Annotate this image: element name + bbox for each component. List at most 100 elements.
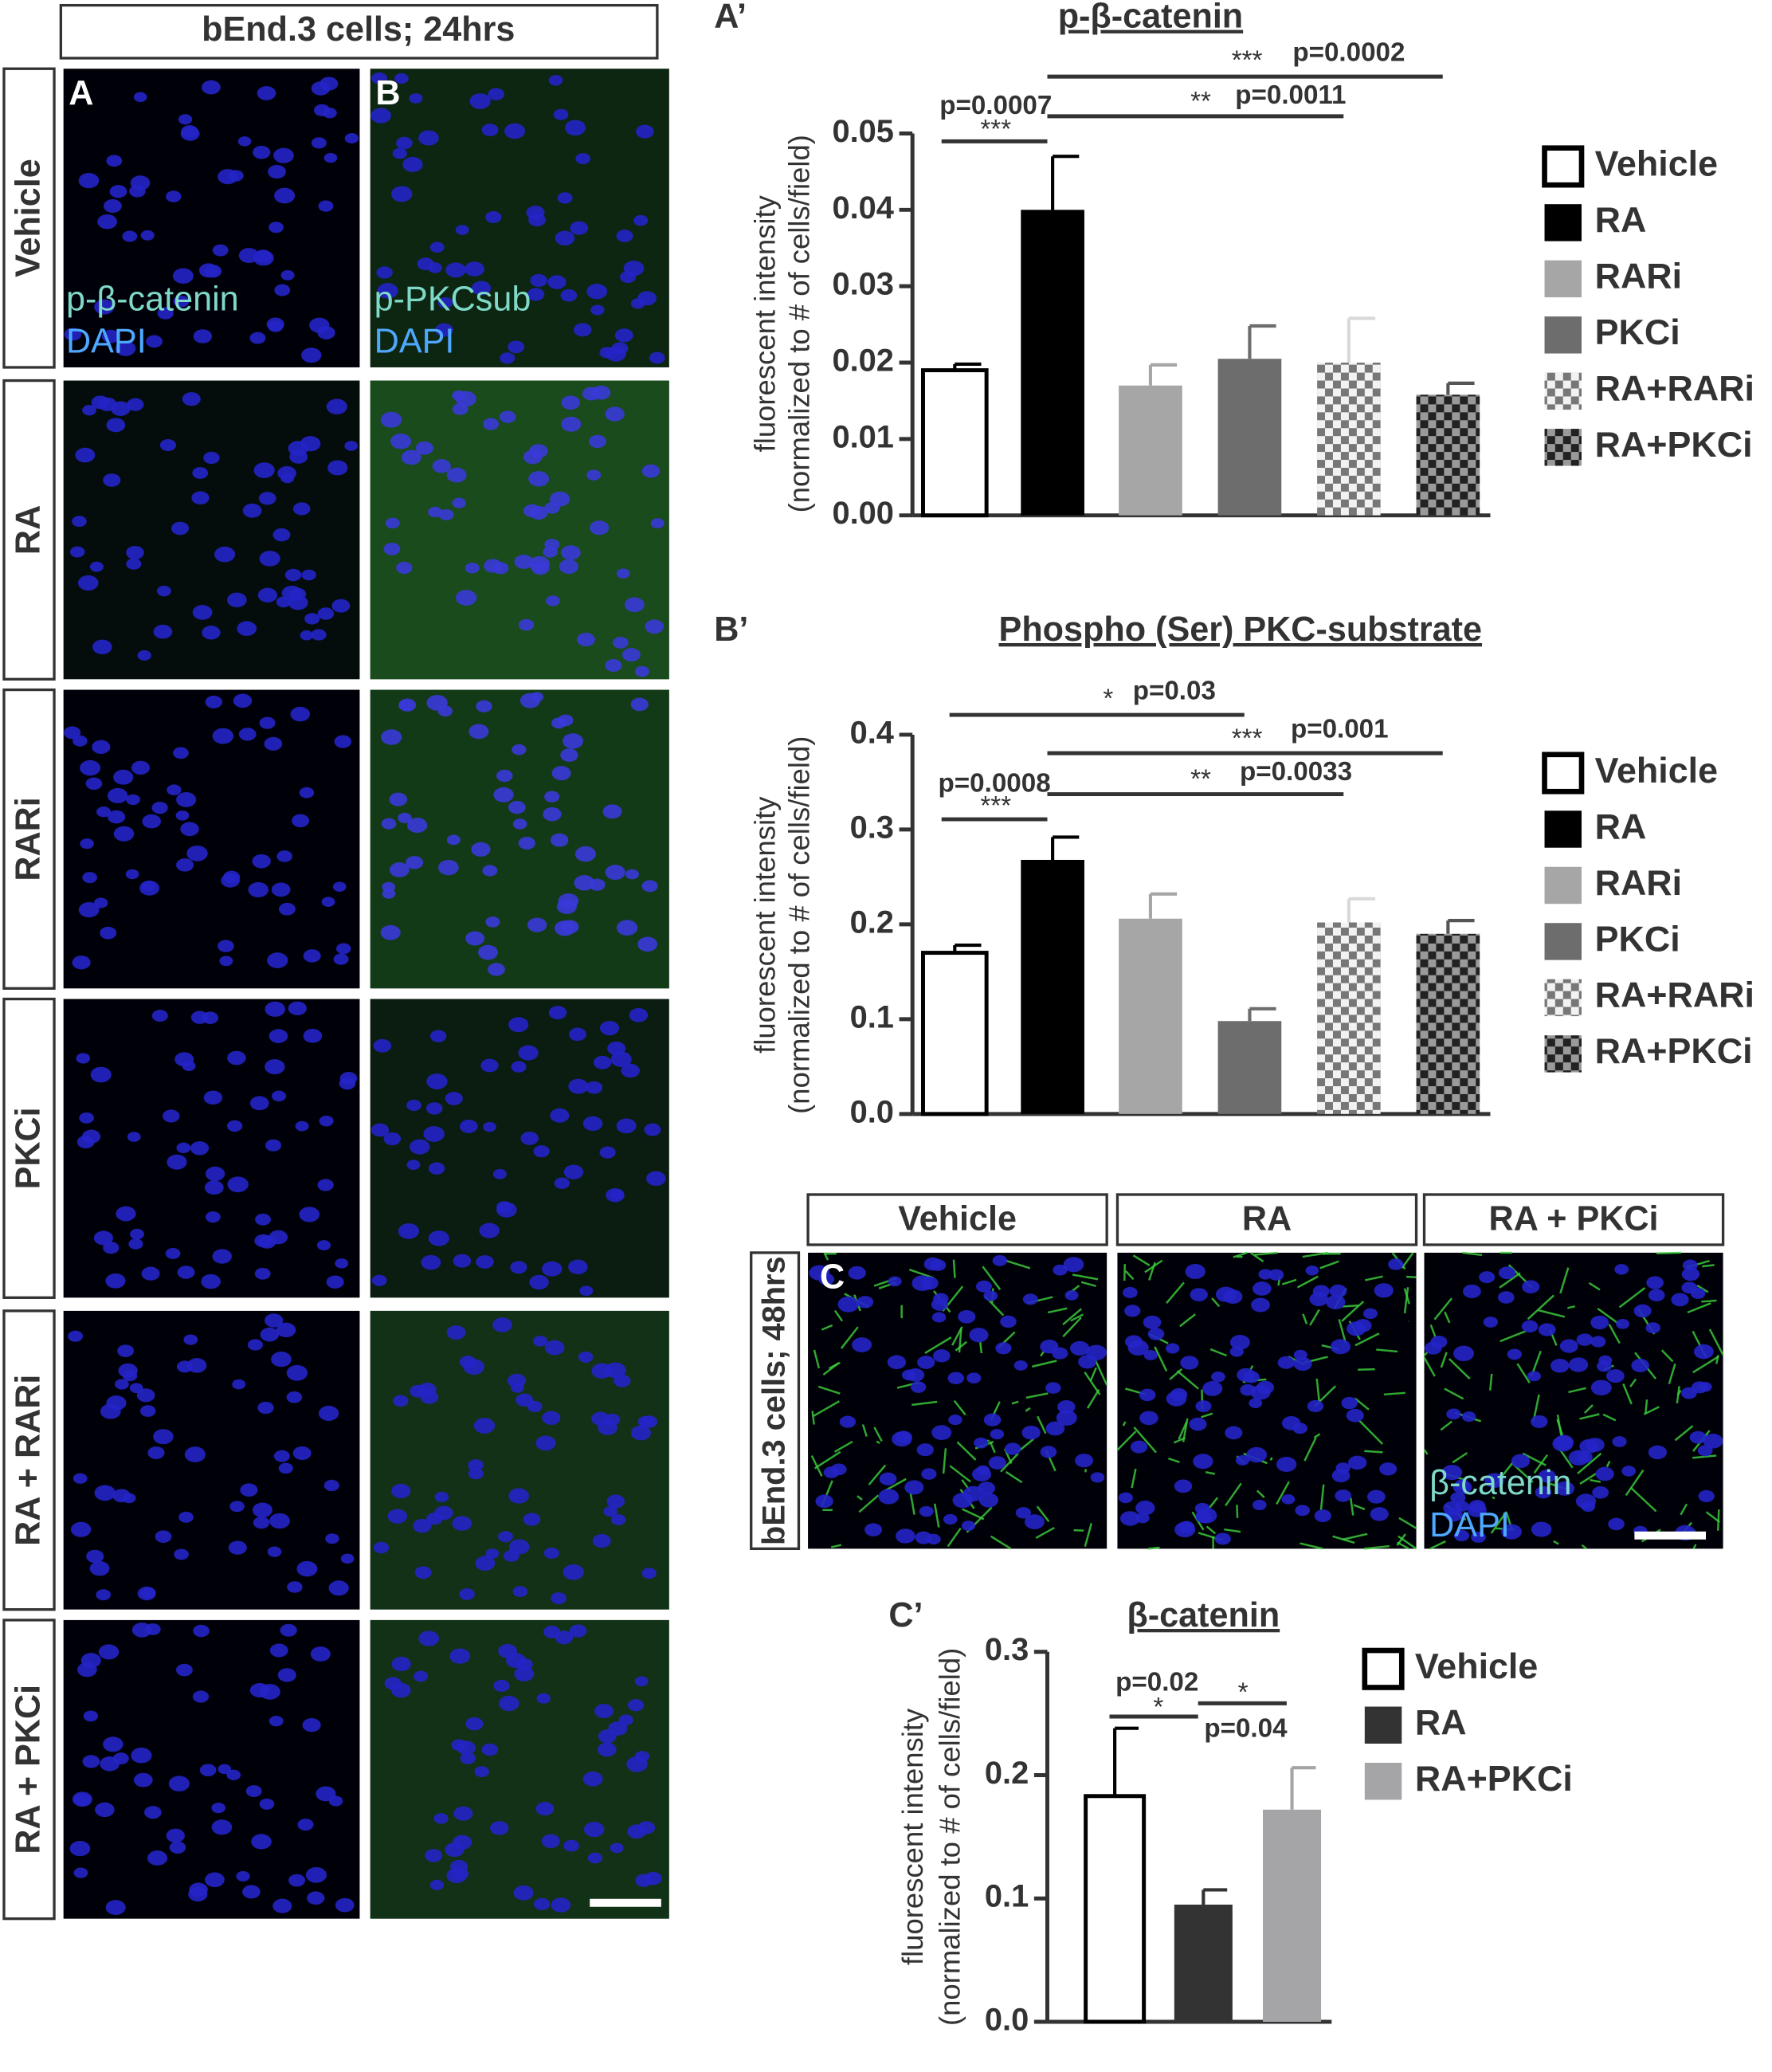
nucleus	[527, 288, 545, 301]
nucleus	[542, 1411, 561, 1425]
nucleus	[582, 1772, 603, 1787]
legend-swatch	[1542, 145, 1585, 188]
nucleus	[328, 1795, 343, 1807]
green-fiber	[1354, 1397, 1370, 1411]
nucleus	[1554, 1434, 1574, 1450]
nucleus	[1135, 1501, 1155, 1516]
nucleus	[921, 1468, 937, 1480]
nucleus	[504, 123, 526, 139]
green-signal	[370, 1310, 669, 1610]
green-fiber	[1302, 1313, 1308, 1324]
nucleus	[499, 1695, 519, 1712]
green-fiber	[810, 1455, 823, 1477]
nucleus	[1450, 1492, 1466, 1504]
nucleus	[529, 1274, 549, 1290]
nucleus	[156, 585, 171, 597]
nucleus	[548, 1006, 567, 1020]
nucleus	[1614, 1264, 1629, 1275]
nucleus	[438, 508, 454, 520]
nucleus	[425, 1102, 443, 1115]
nucleus	[287, 1581, 303, 1593]
nucleus	[983, 1413, 1002, 1426]
green-fiber	[909, 1492, 915, 1515]
nucleus	[301, 569, 316, 581]
nucleus	[296, 1560, 318, 1577]
bar	[1119, 385, 1182, 516]
nucleus	[344, 441, 359, 451]
row-label: RA	[10, 505, 48, 555]
nucleus	[82, 872, 97, 884]
nucleus	[429, 1030, 447, 1042]
nucleus	[203, 1090, 223, 1105]
nucleus	[78, 902, 100, 918]
nucleus	[113, 826, 135, 842]
green-fiber	[1696, 1285, 1709, 1293]
nucleus	[265, 1313, 284, 1328]
panel-letter: A	[69, 74, 93, 112]
nucleus	[238, 248, 259, 264]
nucleus	[257, 587, 278, 602]
y-tick-label: 0.02	[832, 343, 894, 379]
nucleus	[317, 1179, 334, 1191]
nucleus	[551, 1897, 571, 1913]
nucleus	[428, 1162, 445, 1175]
nucleus	[830, 1463, 847, 1476]
nucleus	[133, 92, 147, 103]
nucleus	[468, 724, 489, 740]
nucleus	[226, 1769, 241, 1780]
nucleus	[1682, 1259, 1698, 1271]
nucleus	[1346, 1408, 1364, 1423]
nucleus	[178, 1511, 194, 1523]
nucleus	[233, 693, 253, 708]
nucleus	[258, 492, 276, 505]
nucleus	[108, 810, 126, 824]
nucleus	[518, 836, 535, 850]
nucleus	[402, 156, 423, 172]
green-fiber	[1490, 1511, 1507, 1534]
nucleus	[1579, 1438, 1599, 1454]
nucleus	[130, 1228, 144, 1240]
y-tick-label: 0.2	[850, 905, 894, 940]
nucleus	[490, 1821, 509, 1835]
nucleus	[591, 1411, 610, 1426]
nucleus	[1498, 1266, 1516, 1280]
nucleus	[398, 700, 413, 711]
nucleus	[269, 222, 284, 233]
nucleus	[85, 777, 103, 791]
nucleus	[610, 1514, 626, 1525]
nucleus	[227, 1176, 249, 1193]
nucleus	[512, 818, 527, 830]
nucleus	[1698, 1489, 1715, 1503]
nucleus	[128, 1238, 143, 1250]
row-label-box	[2, 997, 56, 1299]
nucleus	[485, 211, 502, 224]
nucleus	[606, 346, 626, 362]
nucleus	[202, 1011, 219, 1024]
nucleus	[492, 1317, 512, 1332]
micrograph	[370, 69, 669, 367]
legend-swatch	[1364, 1762, 1402, 1800]
nucleus	[1056, 1410, 1077, 1426]
nucleus	[175, 810, 190, 821]
nucleus	[278, 902, 296, 916]
nucleus	[892, 1431, 912, 1447]
green-fiber	[1363, 1544, 1390, 1550]
nucleus	[106, 418, 126, 433]
green-fiber	[873, 1426, 883, 1442]
y-tick-label: 0.05	[832, 114, 894, 149]
nucleus	[1452, 1480, 1472, 1495]
legend-swatch	[1544, 810, 1582, 848]
green-fiber	[868, 1464, 887, 1485]
nucleus	[182, 1061, 196, 1071]
nucleus	[319, 1115, 334, 1127]
nucleus	[465, 931, 485, 946]
nucleus	[297, 1819, 314, 1831]
nucleus	[257, 86, 276, 100]
nucleus	[1139, 1388, 1156, 1402]
nucleus	[219, 956, 233, 967]
y-tick-label: 0.00	[832, 496, 894, 531]
nucleus	[77, 575, 99, 591]
nucleus	[142, 814, 161, 829]
nucleus	[248, 881, 269, 898]
nucleus	[318, 1406, 339, 1421]
